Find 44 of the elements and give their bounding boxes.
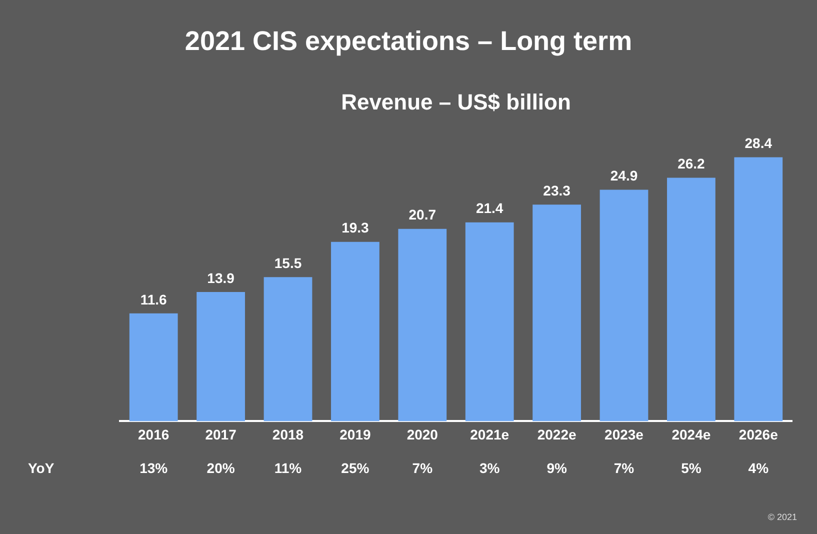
text: 4% xyxy=(748,460,770,476)
data-label: 13.9 xyxy=(207,270,235,286)
text: 11% xyxy=(274,460,302,476)
data-label: 23.3 xyxy=(543,182,571,199)
x-tick-label: 2022e xyxy=(537,426,576,442)
x-tick-label: 2016 xyxy=(138,426,170,442)
x-tick-label: 2023e xyxy=(604,426,644,442)
text: 9% xyxy=(546,460,568,476)
text: 13% xyxy=(140,460,168,476)
x-tick-label: 2018 xyxy=(272,426,304,442)
x-tick-label: 2019 xyxy=(340,426,371,442)
data-label: 24.9 xyxy=(610,168,638,184)
chart-subtitle: Revenue – US$ billion xyxy=(341,89,571,114)
text: 7% xyxy=(614,460,635,476)
bar xyxy=(129,313,178,422)
bar xyxy=(465,222,514,422)
bar xyxy=(532,204,581,422)
chart-title: 2021 CIS expectations – Long term xyxy=(184,26,634,57)
bar xyxy=(734,157,783,422)
data-label: 26.2 xyxy=(678,156,706,172)
text: YoY xyxy=(28,460,55,476)
data-label: 21.4 xyxy=(476,200,504,216)
x-tick-label: 2021e xyxy=(470,426,510,442)
data-label: 20.7 xyxy=(408,206,436,223)
text: 7% xyxy=(412,460,434,476)
x-tick-label: 2024e xyxy=(672,426,711,442)
data-label: 19.3 xyxy=(342,220,370,236)
text: 20% xyxy=(206,460,236,476)
bar xyxy=(196,292,245,422)
x-tick-label: 2017 xyxy=(205,426,237,442)
data-label: 28.4 xyxy=(744,135,772,152)
bar xyxy=(667,178,716,422)
x-tick-label: 2020 xyxy=(406,426,438,442)
text: 25% xyxy=(341,460,370,476)
data-label: 15.5 xyxy=(274,255,302,272)
text: 3% xyxy=(479,460,500,476)
text: 5% xyxy=(681,460,702,476)
bar xyxy=(331,242,380,422)
x-tick-label: 2026e xyxy=(738,426,778,442)
data-label: 11.6 xyxy=(140,291,168,308)
bar xyxy=(264,277,312,422)
bar xyxy=(600,190,648,422)
text: © 2021 xyxy=(768,512,797,522)
bar xyxy=(398,228,447,422)
